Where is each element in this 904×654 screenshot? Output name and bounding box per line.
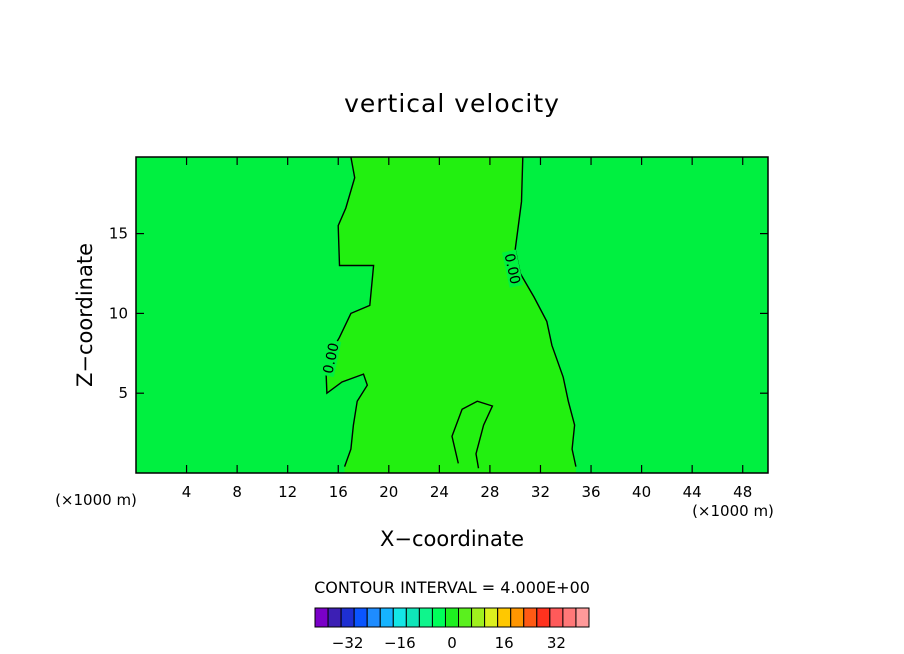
colorbar-swatch: [523, 607, 538, 628]
updraft-region: [325, 157, 576, 473]
colorbar-swatch: [340, 607, 355, 628]
colorbar-swatch: [327, 607, 342, 628]
plot-frame: [135, 156, 769, 474]
colorbar-swatch: [379, 607, 394, 628]
x-tick-label: 44: [683, 483, 702, 501]
y-axis-ticks: 5 10 15: [109, 225, 768, 402]
contour-label: 0.00: [321, 341, 343, 375]
x-tick-label: 20: [379, 483, 398, 501]
x-tick-label: 28: [480, 483, 499, 501]
colorbar-swatch: [431, 607, 446, 628]
colorbar-tick-label: −32: [332, 634, 364, 652]
colorbar-swatch: [549, 607, 564, 628]
x-tick-label: 8: [232, 483, 242, 501]
colorbar-swatch: [458, 607, 473, 628]
colorbar-swatch: [392, 607, 407, 628]
colorbar-swatch: [314, 607, 329, 628]
colorbar-tick-label: −16: [384, 634, 416, 652]
y-tick-label: 15: [109, 225, 128, 243]
x-axis-title: X−coordinate: [380, 527, 524, 551]
y-tick-label: 5: [118, 384, 128, 402]
contour-zero-right: [514, 156, 577, 467]
colorbar-swatch: [471, 607, 486, 628]
y-axis-title: Z−coordinate: [73, 243, 97, 387]
colorbar-swatch: [444, 607, 460, 628]
colorbar: −32 −16 0 16 32: [314, 607, 590, 652]
colorbar-swatch: [575, 607, 590, 628]
colorbar-swatch: [484, 607, 499, 628]
x-tick-label: 24: [430, 483, 449, 501]
x-tick-label: 48: [733, 483, 752, 501]
colorbar-swatch: [562, 607, 577, 628]
contour-label-bg: [320, 339, 342, 378]
contour-label: 0.00: [501, 252, 523, 286]
colorbar-swatch: [510, 607, 525, 628]
chart-title: vertical velocity: [344, 89, 560, 118]
contour-inner: [451, 400, 494, 469]
colorbar-tick-label: 16: [495, 634, 514, 652]
colorbar-swatch: [536, 607, 551, 628]
x-unit-label: (×1000 m): [55, 491, 137, 509]
colorbar-tick-label: 0: [447, 634, 457, 652]
contour-labels: 0.00 0.00: [320, 249, 524, 378]
y-unit-label: (×1000 m): [692, 502, 774, 520]
x-tick-label: 12: [278, 483, 297, 501]
colorbar-swatch: [366, 607, 381, 628]
colorbar-swatch: [418, 607, 433, 628]
y-tick-label: 10: [109, 304, 128, 322]
x-tick-label: 40: [632, 483, 651, 501]
colorbar-swatch: [405, 607, 420, 628]
contour-label-bg: [502, 249, 524, 288]
colorbar-swatch: [353, 607, 368, 628]
x-axis-ticks: 4 8 12 16 20 24 28 32 36 40 44 48: [182, 157, 752, 501]
x-tick-label: 32: [531, 483, 550, 501]
x-tick-label: 16: [329, 483, 348, 501]
colorbar-tick-label: 32: [547, 634, 566, 652]
contour-interval-label: CONTOUR INTERVAL = 4.000E+00: [314, 578, 590, 597]
x-tick-label: 36: [581, 483, 600, 501]
x-tick-label: 4: [182, 483, 192, 501]
colorbar-swatch: [497, 607, 512, 628]
